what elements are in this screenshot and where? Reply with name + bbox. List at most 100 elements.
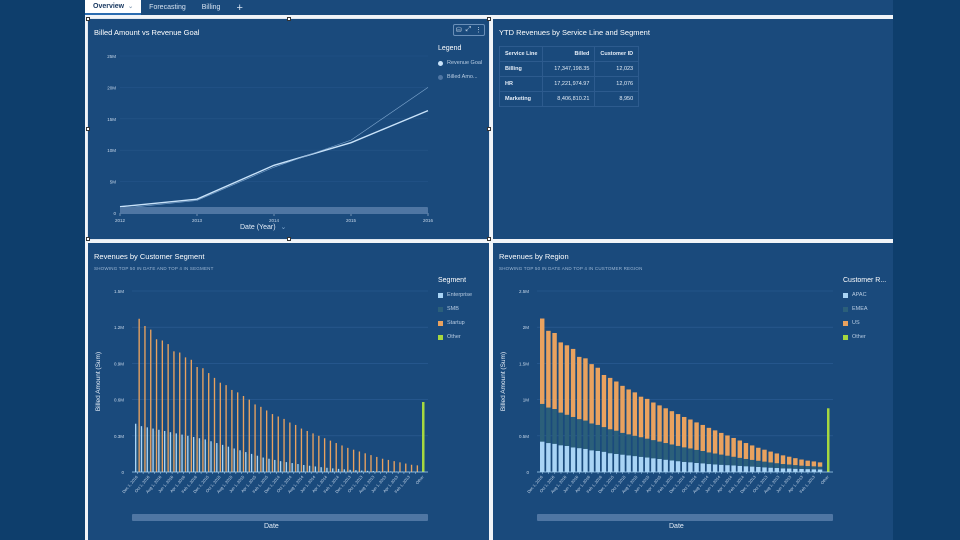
bar-startup [260, 406, 262, 472]
x-axis-scrollbar[interactable] [537, 514, 833, 521]
resize-handle[interactable] [86, 17, 90, 21]
bar-us [638, 396, 644, 438]
bar-enterprise [279, 461, 282, 472]
bar-enterprise [262, 457, 264, 472]
bar-smb [159, 432, 162, 472]
legend-item-other[interactable]: Other [843, 334, 886, 340]
bar-smb [316, 466, 318, 472]
more-options-icon[interactable]: ⋮ [475, 27, 483, 34]
bar-us [712, 430, 718, 454]
panel-ytd-revenues[interactable]: YTD Revenues by Service Line and Segment… [493, 19, 893, 239]
legend-label: Startup [447, 320, 465, 326]
bar-emea [620, 432, 625, 455]
bar-enterprise [146, 427, 148, 472]
panel-revenues-by-region[interactable]: Revenues by Region SHOWING TOP 50 IN DAT… [493, 243, 893, 540]
panel-billed-vs-goal[interactable]: Billed Amount vs Revenue Goal ⛁ ⤢ ⋮ 0 5M 1… [87, 18, 490, 240]
bar-us [620, 385, 625, 433]
legend-title: Legend [438, 45, 462, 52]
x-axis-scrollbar[interactable] [132, 514, 428, 521]
bar-enterprise [366, 470, 369, 472]
bar-smb [148, 429, 150, 472]
bar-us [589, 364, 594, 424]
legend-item-us[interactable]: US [843, 320, 886, 326]
bar-startup [364, 453, 366, 472]
add-tab-button[interactable]: + [236, 1, 243, 14]
bar-apac [589, 450, 594, 472]
bar-apac [546, 443, 551, 472]
bar-apac [558, 445, 563, 472]
bar-startup [213, 377, 216, 472]
bar-apac [601, 451, 607, 472]
legend-swatch [843, 320, 848, 326]
y-tick-label: 0.3M [114, 434, 124, 439]
column-header[interactable]: Service Line [498, 46, 544, 62]
bar-startup [283, 418, 285, 472]
resize-handle[interactable] [86, 127, 90, 131]
bar-apac [564, 445, 570, 472]
legend-label: EMEA [852, 306, 868, 312]
legend-item-billed-amount[interactable]: Billed Amo... [438, 74, 482, 80]
resize-handle[interactable] [487, 127, 491, 131]
bar-enterprise [245, 452, 247, 472]
bar-smb [183, 437, 185, 472]
legend-label: Billed Amo... [447, 74, 478, 80]
y-tick-label: 2.5M [519, 289, 529, 294]
bar-startup [399, 462, 401, 472]
y-tick-label: 5M [110, 180, 117, 185]
bar-us [552, 332, 557, 410]
legend-item-revenue-goal[interactable]: Revenue Goal [438, 60, 482, 66]
resize-handle[interactable] [287, 17, 291, 21]
table-row[interactable]: Marketing 8,406,810.21 8,950 [498, 91, 640, 107]
legend-item-smb[interactable]: SMB [438, 306, 472, 312]
bar-startup [202, 368, 204, 472]
bar-apac [651, 458, 656, 472]
chevron-down-icon[interactable]: ⌄ [128, 4, 134, 10]
bar-us [731, 437, 736, 457]
expand-icon[interactable]: ⤢ [465, 26, 472, 33]
bar-startup [248, 399, 250, 472]
bar-apac [719, 464, 724, 472]
tab-label: Billing [201, 4, 221, 11]
bar-smb [299, 464, 301, 472]
x-axis-title[interactable]: Date (Year) ⌄ [240, 223, 286, 231]
bar-startup [219, 382, 221, 472]
tab-forecasting[interactable]: Forecasting [141, 0, 194, 15]
bar-us [706, 427, 712, 453]
y-tick-label: 0.6M [114, 398, 124, 403]
column-header[interactable]: Customer ID [594, 46, 640, 62]
legend-item-apac[interactable]: APAC [843, 292, 886, 298]
table-row[interactable]: HR 17,221,974.97 12,076 [498, 76, 640, 92]
table-row[interactable]: Billing 17,347,198.35 12,023 [498, 61, 640, 77]
bar-startup [179, 352, 181, 472]
resize-handle[interactable] [487, 237, 491, 241]
bar-emea [694, 449, 699, 463]
legend-item-emea[interactable]: EMEA [843, 306, 886, 312]
legend-item-startup[interactable]: Startup [438, 320, 472, 326]
tab-overview[interactable]: Overview ⌄ [85, 0, 142, 15]
bar-emea [626, 434, 631, 456]
bar-enterprise [308, 465, 311, 472]
bar-startup [231, 389, 233, 472]
panel-revenues-by-segment[interactable]: Revenues by Customer Segment SHOWING TOP… [88, 243, 489, 540]
column-header[interactable]: Billed [542, 46, 596, 62]
tab-billing[interactable]: Billing [194, 0, 229, 15]
bar-apac [657, 458, 662, 472]
bar-smb [275, 460, 278, 472]
x-axis-scrollbar[interactable] [120, 207, 428, 214]
bar-enterprise [227, 446, 230, 472]
bar-enterprise [285, 462, 288, 472]
resize-handle[interactable] [287, 237, 291, 241]
chevron-down-icon[interactable]: ⌄ [280, 224, 287, 231]
legend-item-other[interactable]: Other [438, 334, 472, 340]
bar-smb [194, 439, 197, 472]
bar-smb [333, 468, 336, 472]
bar-apac [768, 467, 773, 472]
resize-handle[interactable] [86, 237, 90, 241]
bar-smb [154, 430, 156, 472]
resize-handle[interactable] [487, 17, 491, 21]
filter-icon[interactable]: ⛁ [455, 27, 462, 34]
legend-item-enterprise[interactable]: Enterprise [438, 292, 472, 298]
bar-emea [675, 445, 681, 462]
bar-apac [626, 455, 631, 472]
